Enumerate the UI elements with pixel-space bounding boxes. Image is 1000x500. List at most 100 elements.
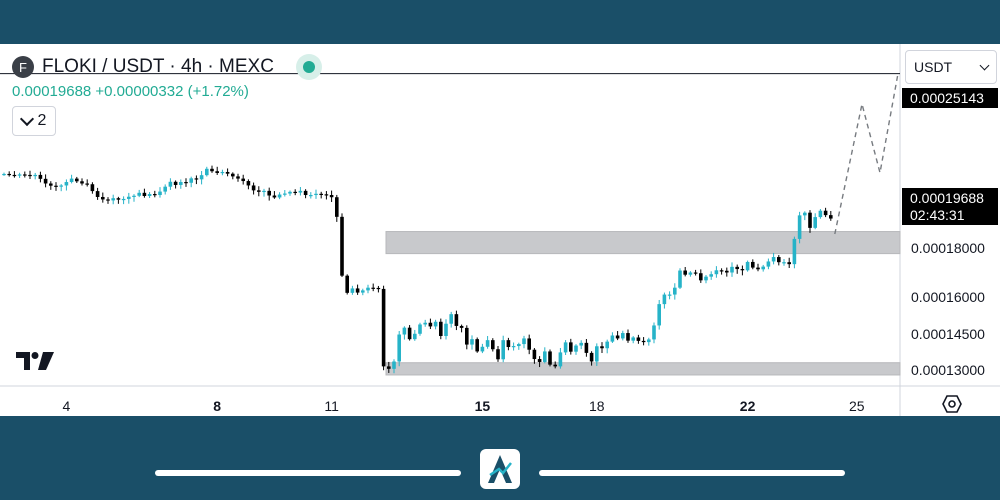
candle xyxy=(615,331,620,341)
candle xyxy=(735,264,739,274)
currency-select[interactable]: USDT xyxy=(905,50,997,84)
candle xyxy=(54,182,58,191)
candle xyxy=(116,196,121,204)
candle xyxy=(262,188,266,197)
candle xyxy=(355,284,360,295)
candle xyxy=(376,285,381,293)
candle xyxy=(111,194,115,205)
candle xyxy=(667,291,672,300)
candle xyxy=(600,342,604,353)
candle xyxy=(719,268,724,275)
chart-plot[interactable] xyxy=(0,44,1000,416)
candle xyxy=(59,184,63,192)
candle xyxy=(449,311,453,328)
candle xyxy=(652,322,656,344)
symbol-title[interactable]: FLOKI / USDT · 4h · MEXC xyxy=(42,56,274,77)
candle xyxy=(501,335,505,363)
candle xyxy=(709,271,713,280)
candle xyxy=(808,210,812,233)
candle xyxy=(127,192,131,204)
candle xyxy=(220,169,225,176)
candle xyxy=(246,179,251,190)
candle xyxy=(688,271,693,277)
candle xyxy=(236,173,240,182)
candle xyxy=(756,263,760,272)
candle xyxy=(693,269,698,276)
candle xyxy=(818,209,823,219)
candle xyxy=(189,176,193,188)
candle xyxy=(829,210,833,221)
candle xyxy=(387,361,391,373)
candle xyxy=(319,191,323,199)
candle xyxy=(361,288,365,296)
symbol-header[interactable]: F FLOKI / USDT · 4h · MEXC xyxy=(12,54,322,80)
candle xyxy=(43,174,48,188)
candle xyxy=(636,334,641,344)
candle xyxy=(678,268,682,290)
candle xyxy=(329,190,334,202)
countdown-tag: 02:43:31 xyxy=(902,205,998,225)
candle xyxy=(340,213,344,278)
candle xyxy=(80,178,84,186)
candle xyxy=(803,211,807,221)
floki-symbol-icon: F xyxy=(12,56,34,78)
candle xyxy=(777,255,781,266)
candle xyxy=(407,325,412,341)
home-indicator-left xyxy=(155,470,461,476)
candle xyxy=(470,335,474,350)
candle xyxy=(137,189,141,198)
candle xyxy=(532,348,537,364)
candle xyxy=(428,318,433,330)
candle xyxy=(595,343,599,366)
candle xyxy=(792,236,797,269)
candle xyxy=(23,171,27,178)
brand-logo-icon xyxy=(480,449,520,489)
candle xyxy=(823,207,828,218)
candle xyxy=(106,197,110,204)
settings-gear-icon[interactable] xyxy=(942,394,962,414)
candle xyxy=(153,190,157,198)
candle xyxy=(147,192,152,198)
candle xyxy=(298,187,303,196)
candle xyxy=(210,165,214,173)
indicator-toggle-button[interactable]: 2 xyxy=(12,106,56,136)
candle xyxy=(740,265,745,276)
candle xyxy=(517,342,521,350)
candle xyxy=(345,274,349,295)
candle xyxy=(475,337,479,353)
candle xyxy=(397,330,401,367)
chevron-down-icon xyxy=(19,111,34,127)
candle xyxy=(179,179,183,189)
candle xyxy=(569,338,573,355)
status-dot-icon xyxy=(295,54,322,80)
candle xyxy=(215,166,219,175)
candle xyxy=(95,187,100,200)
highlight-zone-1 xyxy=(385,231,901,255)
candle xyxy=(704,274,708,284)
candle xyxy=(205,166,209,177)
candle xyxy=(38,171,43,183)
time-tick-label: 18 xyxy=(589,398,605,414)
candle xyxy=(647,337,651,346)
candle xyxy=(184,178,188,187)
last-price-tag: 0.00019688 xyxy=(902,188,998,208)
candle xyxy=(413,329,417,341)
time-tick-label: 8 xyxy=(213,398,222,414)
candle xyxy=(293,189,297,196)
candle xyxy=(168,178,173,190)
price-tick-label: 0.00014500 xyxy=(911,325,985,342)
candle xyxy=(730,262,734,277)
candle xyxy=(283,190,287,197)
candle xyxy=(49,181,53,190)
candle xyxy=(626,329,630,343)
chevron-down-icon xyxy=(979,60,990,71)
candle xyxy=(267,187,271,201)
candle xyxy=(324,191,329,200)
candle xyxy=(813,213,817,230)
currency-select-value: USDT xyxy=(914,59,953,75)
time-tick-label: 4 xyxy=(62,398,71,414)
candle xyxy=(288,190,292,196)
candle xyxy=(7,171,11,177)
candle xyxy=(543,347,547,364)
price-tick-label: 0.00013000 xyxy=(911,362,985,379)
